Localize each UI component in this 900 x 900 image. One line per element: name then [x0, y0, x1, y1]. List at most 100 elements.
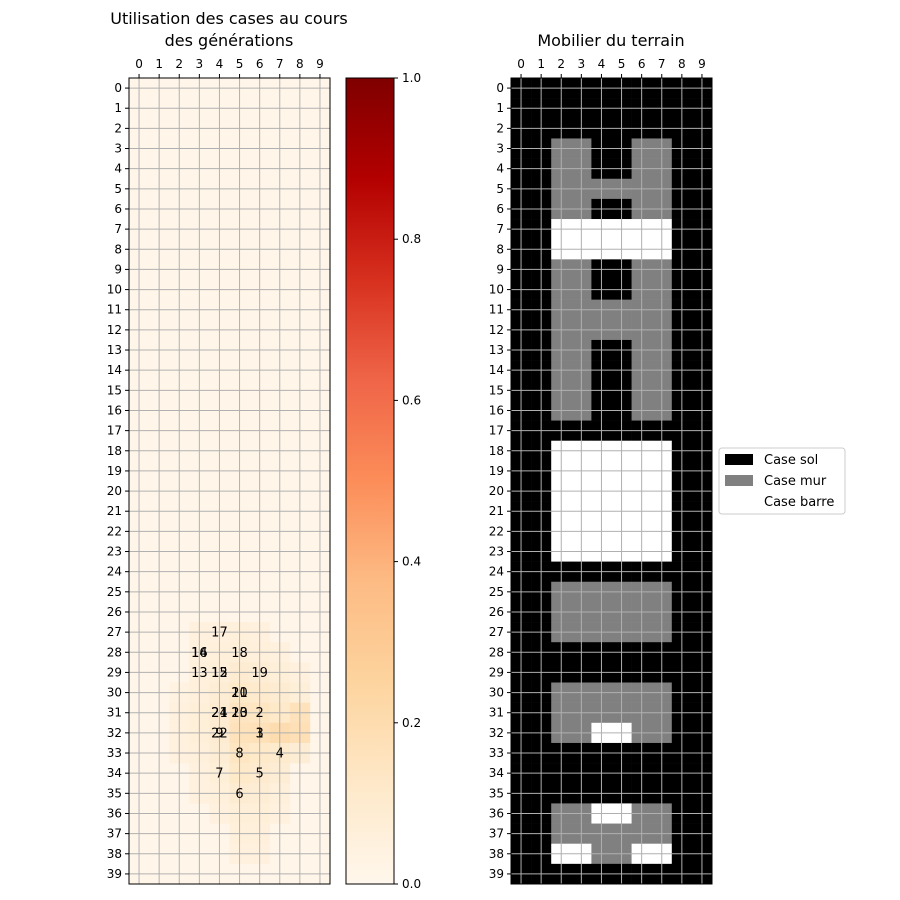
heatmap-ytick-label: 37 [107, 827, 122, 841]
heatmap-ytick-label: 25 [107, 585, 122, 599]
heatmap-ytick-label: 4 [114, 162, 122, 176]
heatmap-ytick-label: 39 [107, 867, 122, 881]
generation-label: 20 [231, 686, 248, 701]
terrain-ytick-label: 15 [489, 383, 504, 397]
heatmap-ytick-label: 34 [107, 766, 122, 780]
heatmap-ytick-label: 30 [107, 686, 122, 700]
heatmap-ytick-label: 13 [107, 343, 122, 357]
heatmap-xtick-label: 0 [135, 57, 143, 71]
heatmap-ytick-label: 36 [107, 806, 122, 820]
terrain-ytick-label: 16 [489, 403, 504, 417]
terrain-ytick-label: 21 [489, 504, 504, 518]
generation-label: 23 [231, 706, 248, 721]
terrain-xtick-label: 9 [698, 57, 706, 71]
terrain-ytick-label: 28 [489, 645, 504, 659]
heatmap-ytick-label: 8 [114, 242, 122, 256]
heatmap-xtick-label: 2 [175, 57, 183, 71]
terrain-ytick-label: 13 [489, 343, 504, 357]
terrain-ytick-label: 27 [489, 625, 504, 639]
colorbar-tick-label: 0.4 [402, 555, 421, 569]
generation-label: 11 [231, 686, 248, 701]
colorbar-tick-label: 0.2 [402, 716, 421, 730]
legend-swatch-barre [725, 496, 753, 507]
terrain-title: Mobilier du terrain [537, 31, 684, 50]
terrain-frame [510, 77, 713, 885]
generation-label: 19 [251, 666, 268, 681]
terrain-grid [510, 77, 713, 885]
heatmap-ytick-label: 17 [107, 424, 122, 438]
terrain-ytick-label: 20 [489, 484, 504, 498]
heatmap-ytick-label: 11 [107, 303, 122, 317]
colorbar-tick-label: 0.8 [402, 232, 421, 246]
heatmap-ytick-label: 35 [107, 786, 122, 800]
heatmap-cells [129, 78, 330, 884]
generation-label: 24 [211, 706, 228, 721]
generation-label: 18 [231, 646, 248, 661]
terrain-y-ticks: 0123456789101112131415161718192021222324… [489, 81, 511, 881]
terrain-ytick-label: 36 [489, 806, 504, 820]
terrain-ytick-label: 29 [489, 665, 504, 679]
terrain-ytick-label: 33 [489, 746, 504, 760]
generation-label: 17 [211, 626, 228, 641]
heatmap-xtick-label: 9 [316, 57, 324, 71]
terrain-ytick-label: 1 [496, 101, 504, 115]
heatmap-ytick-label: 38 [107, 847, 122, 861]
heatmap-ytick-label: 14 [107, 363, 122, 377]
heatmap-ytick-label: 1 [114, 101, 122, 115]
terrain-ytick-label: 19 [489, 464, 504, 478]
legend: Case sol Case mur Case barre [718, 447, 846, 515]
heatmap-ytick-label: 29 [107, 665, 122, 679]
heatmap-xtick-label: 6 [256, 57, 264, 71]
legend-swatch-mur [725, 475, 753, 486]
terrain-xtick-label: 2 [557, 57, 565, 71]
heatmap-xtick-label: 5 [236, 57, 244, 71]
generation-label: 3 [256, 726, 264, 741]
terrain-ytick-label: 5 [496, 182, 504, 196]
legend-swatch-sol [725, 454, 753, 465]
colorbar-tick-label: 0.6 [402, 393, 421, 407]
generation-label: 22 [211, 726, 228, 741]
heatmap-frame [128, 77, 331, 885]
terrain-ytick-label: 26 [489, 605, 504, 619]
heatmap-ytick-label: 2 [114, 121, 122, 135]
heatmap-ytick-label: 9 [114, 262, 122, 276]
heatmap-ytick-label: 20 [107, 484, 122, 498]
terrain-ytick-label: 17 [489, 424, 504, 438]
terrain-xtick-label: 4 [598, 57, 606, 71]
generation-label: 8 [235, 747, 243, 762]
heatmap-ytick-label: 27 [107, 625, 122, 639]
generation-label: 16 [191, 646, 208, 661]
generation-label: 12 [211, 666, 228, 681]
heatmap-ytick-label: 6 [114, 202, 122, 216]
terrain-xtick-label: 3 [578, 57, 586, 71]
heatmap-title-line1: Utilisation des cases au cours [110, 9, 348, 28]
terrain-ytick-label: 6 [496, 202, 504, 216]
heatmap-ytick-label: 3 [114, 142, 122, 156]
terrain-ytick-label: 35 [489, 786, 504, 800]
heatmap-ytick-label: 26 [107, 605, 122, 619]
colorbar-gradient [345, 77, 395, 885]
heatmap-xtick-label: 3 [196, 57, 204, 71]
terrain-ytick-label: 3 [496, 142, 504, 156]
heatmap-xtick-label: 8 [296, 57, 304, 71]
terrain-ytick-label: 24 [489, 565, 504, 579]
terrain-xtick-label: 8 [678, 57, 686, 71]
heatmap-ytick-label: 16 [107, 403, 122, 417]
heatmap-ytick-label: 32 [107, 726, 122, 740]
colorbar: 0.0 0.2 0.4 0.6 0.8 1.0 [345, 71, 421, 891]
legend-label-mur: Case mur [764, 474, 827, 489]
heatmap-ytick-label: 24 [107, 565, 122, 579]
heatmap-ytick-label: 21 [107, 504, 122, 518]
terrain-ytick-label: 10 [489, 283, 504, 297]
usage-heatmap: Utilisation des cases au cours des génér… [107, 9, 348, 885]
terrain-ytick-label: 12 [489, 323, 504, 337]
terrain-ytick-label: 7 [496, 222, 504, 236]
generation-label: 7 [215, 767, 223, 782]
terrain-ytick-label: 14 [489, 363, 504, 377]
heatmap-xtick-label: 4 [216, 57, 224, 71]
colorbar-ticks: 0.0 0.2 0.4 0.6 0.8 1.0 [394, 71, 421, 891]
generation-label: 9 [215, 726, 223, 741]
